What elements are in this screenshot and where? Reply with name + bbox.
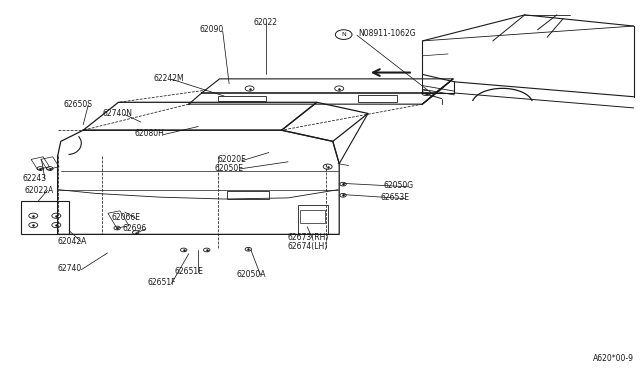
Text: 62243: 62243 <box>22 174 47 183</box>
Bar <box>227 191 269 199</box>
Text: 62651E: 62651E <box>174 267 203 276</box>
Text: 62650S: 62650S <box>64 100 93 109</box>
Text: 62740: 62740 <box>58 264 82 273</box>
Text: A620*00-9: A620*00-9 <box>593 354 634 363</box>
Text: 62020E: 62020E <box>218 155 246 164</box>
Text: 62674(LH): 62674(LH) <box>288 242 328 251</box>
Text: 62651F: 62651F <box>147 278 176 287</box>
Bar <box>218 96 266 101</box>
Bar <box>300 210 325 223</box>
Text: 62696: 62696 <box>123 224 147 232</box>
Text: N08911-1062G: N08911-1062G <box>358 29 416 38</box>
Text: 62050G: 62050G <box>384 182 414 190</box>
Text: 62653E: 62653E <box>381 193 410 202</box>
Text: 62022A: 62022A <box>24 186 54 195</box>
Text: 62022: 62022 <box>253 18 278 27</box>
Text: 62050A: 62050A <box>237 270 266 279</box>
Text: 62066E: 62066E <box>112 213 141 222</box>
Text: 62673(RH): 62673(RH) <box>288 233 330 242</box>
Text: 62242M: 62242M <box>154 74 184 83</box>
Text: 62080H: 62080H <box>134 129 164 138</box>
Text: 62090: 62090 <box>199 25 223 34</box>
Bar <box>298 205 328 234</box>
Text: 62042A: 62042A <box>58 237 87 246</box>
Bar <box>358 95 397 102</box>
Bar <box>21 201 69 234</box>
Text: N: N <box>341 32 346 37</box>
Text: 62050E: 62050E <box>214 164 243 173</box>
Text: 62740N: 62740N <box>102 109 132 118</box>
